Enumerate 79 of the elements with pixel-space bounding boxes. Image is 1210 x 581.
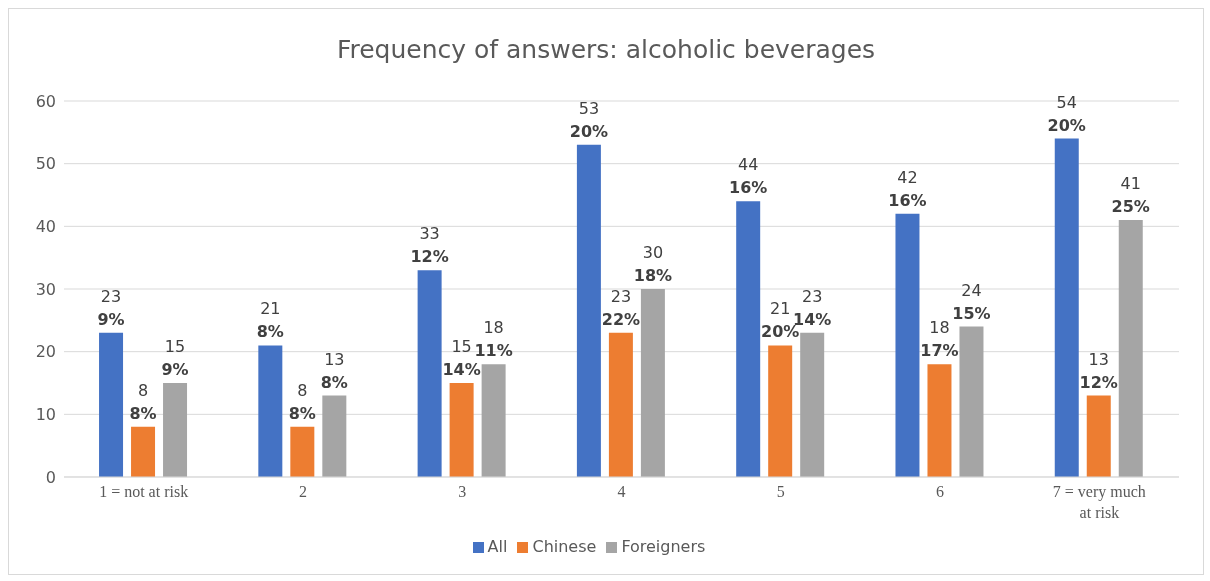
x-tick-label: 2: [298, 483, 307, 500]
data-label: 18: [929, 318, 950, 338]
data-label: 23: [610, 286, 632, 306]
bar: [481, 364, 506, 477]
data-label: 15: [164, 337, 186, 356]
bar: [163, 383, 188, 477]
x-tick-label: 6: [936, 483, 945, 500]
bar: [417, 270, 442, 477]
data-label: 23: [100, 286, 122, 306]
y-tick-label: 30: [35, 279, 56, 299]
bar: [258, 345, 283, 477]
annotation: 15%: [952, 303, 991, 323]
bar: [449, 383, 474, 477]
data-label: 13: [324, 349, 345, 369]
x-tick-label: 3: [458, 483, 467, 500]
y-tick-label: 20: [35, 342, 56, 362]
annotation: 8%: [256, 322, 284, 342]
bar: [1118, 220, 1143, 477]
y-tick-label: 0: [45, 467, 56, 487]
legend-label: All: [487, 537, 508, 556]
annotation: 11%: [474, 341, 513, 361]
data-label: 33: [419, 224, 440, 244]
data-label: 21: [260, 299, 281, 319]
data-label: 18: [483, 318, 504, 338]
data-label: 8: [137, 380, 149, 400]
annotation: 12%: [1079, 372, 1118, 392]
annotation: 18%: [633, 266, 673, 285]
bar: [99, 332, 124, 477]
bar: [768, 345, 793, 477]
bar: [927, 364, 952, 477]
data-label: 8: [297, 380, 308, 400]
annotation: 8%: [129, 403, 157, 423]
legend-label: Foreigners: [621, 537, 706, 556]
annotation: 8%: [288, 403, 316, 423]
data-label: 23: [802, 286, 823, 306]
annotation: 25%: [1111, 197, 1150, 217]
y-tick-label: 10: [35, 405, 56, 425]
annotation: 12%: [410, 247, 449, 267]
y-tick-label: 50: [35, 154, 56, 174]
chart-title: Frequency of answers: alcoholic beverages: [335, 34, 877, 66]
bar: [959, 326, 984, 477]
annotation: 17%: [920, 341, 959, 361]
annotation: 9%: [97, 309, 125, 329]
x-tick-label: 4: [617, 483, 626, 500]
x-tick-label: 7 = very much at risk: [1052, 483, 1146, 521]
bar: [895, 213, 920, 477]
data-label: 15: [451, 337, 472, 356]
annotation: 22%: [601, 309, 641, 329]
data-label: 24: [961, 280, 982, 300]
bar: [576, 144, 601, 477]
bar: [290, 426, 315, 477]
annotation: 14%: [442, 360, 481, 379]
data-label: 42: [897, 167, 918, 187]
bar: [322, 395, 347, 477]
data-label: 53: [578, 98, 600, 118]
annotation: 16%: [729, 178, 768, 198]
bar: [800, 332, 825, 477]
bar: [608, 332, 633, 477]
data-label: 44: [738, 155, 759, 175]
bar: [640, 289, 665, 477]
annotation: 9%: [161, 360, 189, 379]
bar: [736, 201, 761, 477]
annotation: 20%: [1047, 115, 1086, 135]
y-tick-label: 40: [35, 217, 56, 237]
x-tick-label: 1 = not at risk: [99, 483, 189, 500]
legend-label: Chinese: [532, 537, 597, 556]
data-label: 21: [770, 299, 791, 319]
data-label: 54: [1056, 92, 1077, 112]
annotation: 16%: [888, 190, 927, 210]
data-label: 41: [1120, 174, 1141, 194]
annotation: 8%: [320, 372, 348, 392]
bar: [131, 426, 156, 477]
bar: [1054, 138, 1079, 477]
data-label: 30: [642, 243, 664, 262]
bar: [1086, 395, 1111, 477]
data-label: 13: [1088, 349, 1109, 369]
annotation: 20%: [569, 121, 609, 141]
y-tick-label: 60: [35, 91, 56, 111]
x-tick-label: 5: [776, 483, 785, 500]
